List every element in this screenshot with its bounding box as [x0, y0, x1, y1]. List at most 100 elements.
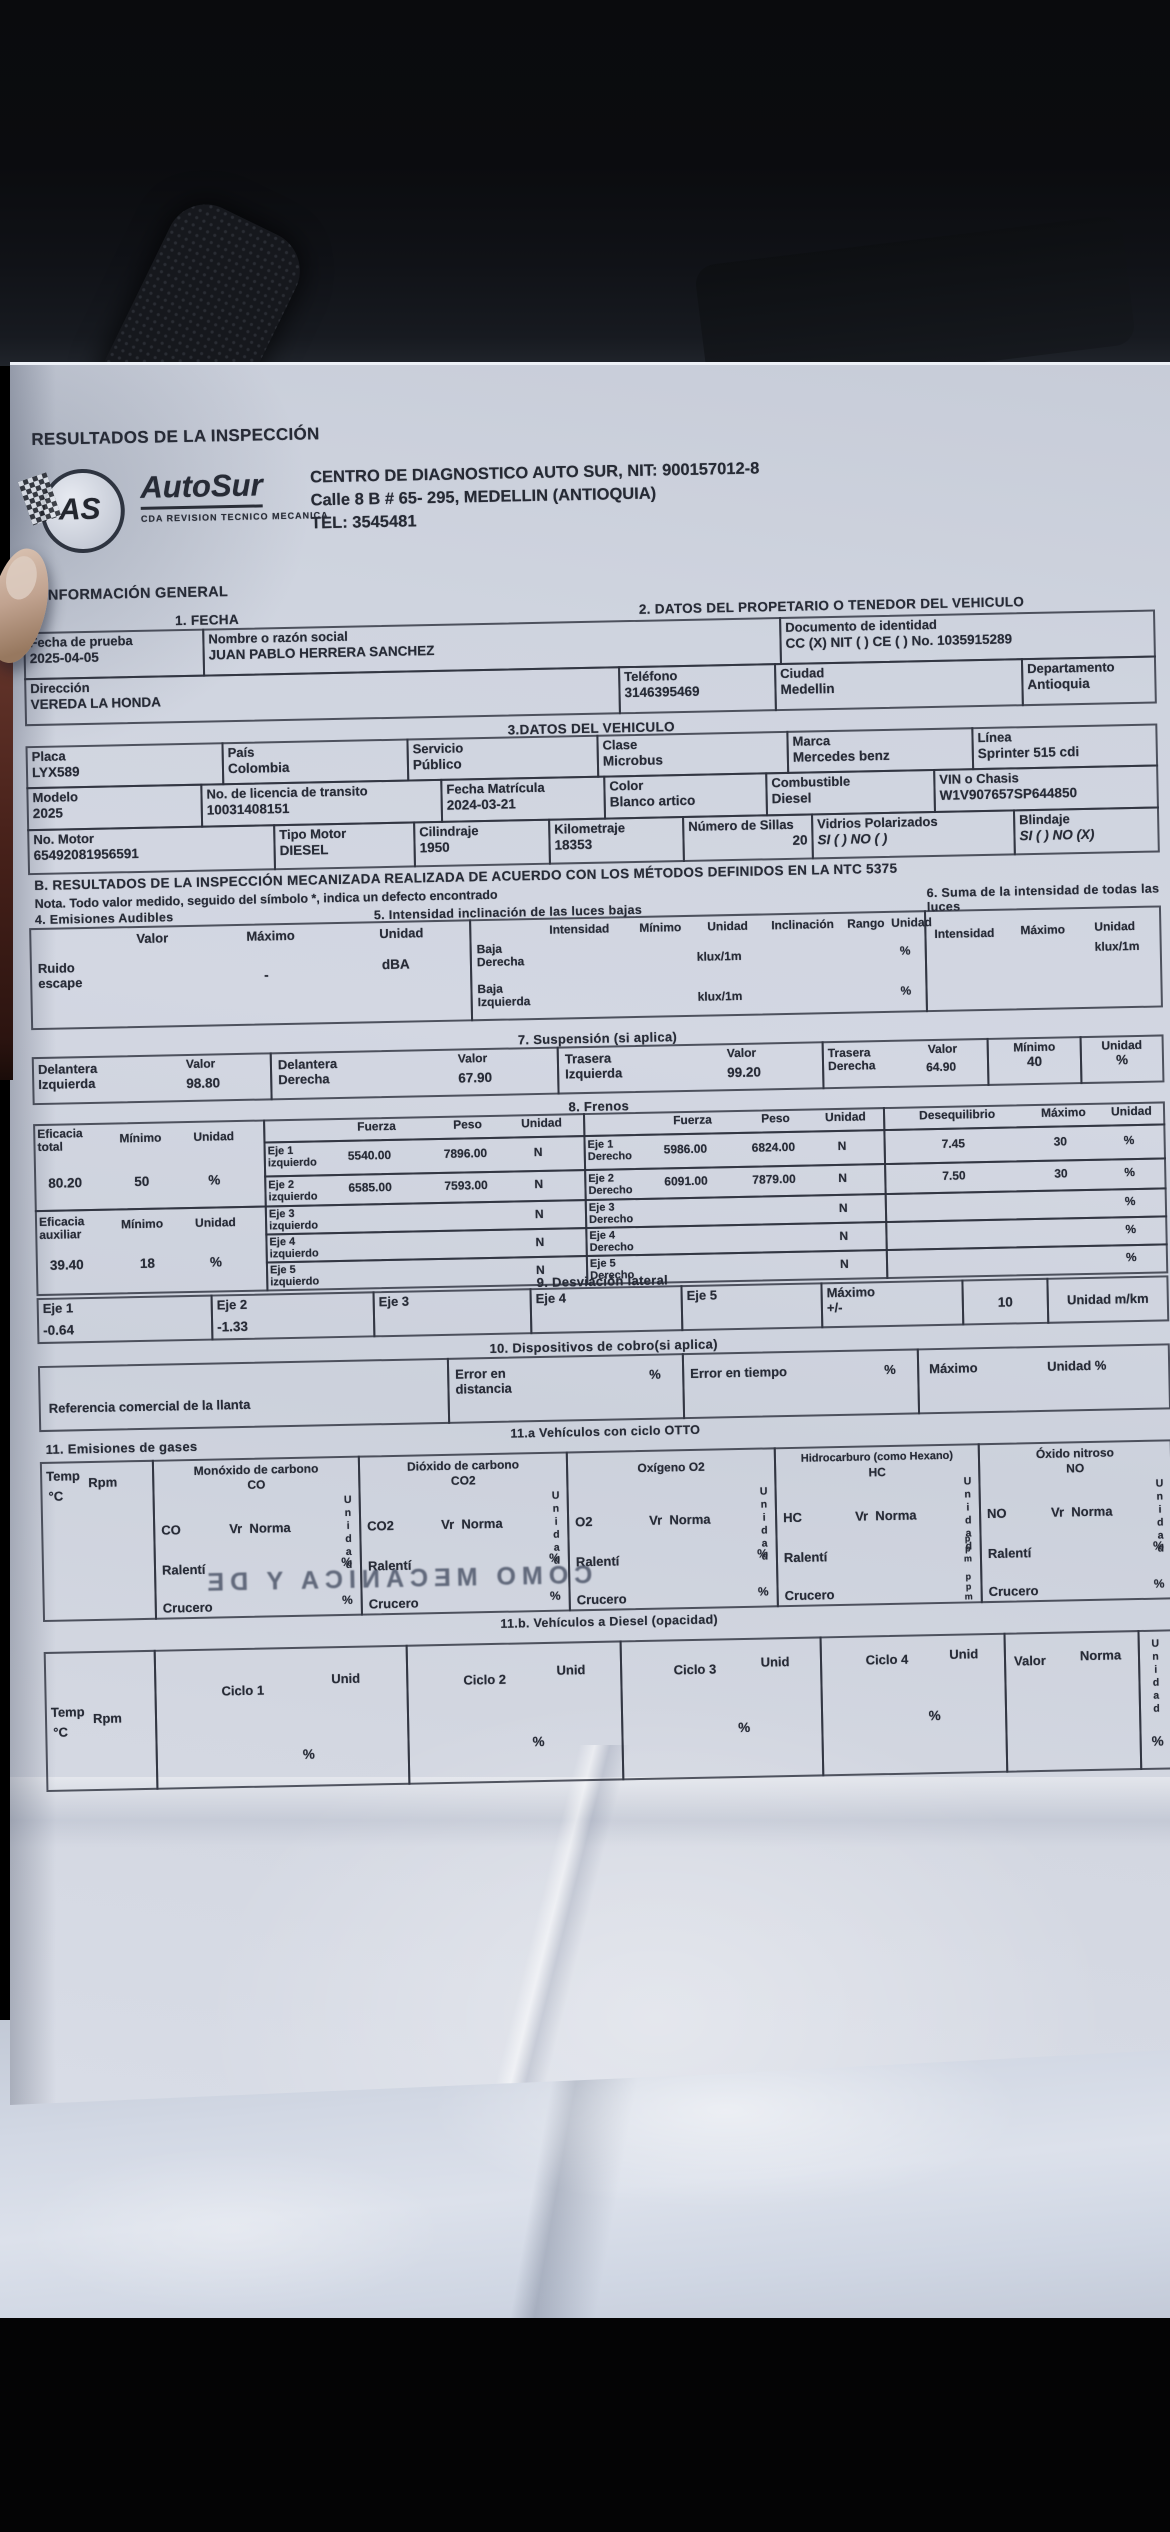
- chg-ref-label: Referencia comercial de la llanta: [48, 1396, 251, 1416]
- otto-deg-label: °C: [48, 1488, 64, 1504]
- inspection-paper: RESULTADOS DE LA INSPECCIÓN AS AutoSur C…: [10, 362, 1170, 2105]
- hc-crucero-unit: ppm: [963, 1571, 974, 1602]
- co2-formula: CO2: [367, 1517, 395, 1534]
- axle2-lp: 7593.00: [444, 1178, 488, 1193]
- lights-col-unidad: Unidad: [707, 918, 749, 934]
- lights-col-rango: Rango: [847, 916, 885, 931]
- col-unidad-left: Unidad: [521, 1115, 562, 1131]
- field-departamento: Departamento Antioquia: [1020, 655, 1157, 707]
- chg-time: Error en tiempo %: [681, 1348, 921, 1420]
- lights-col-inclinacion: Inclinación: [771, 917, 835, 933]
- color-value: Blanco artico: [609, 792, 696, 810]
- dev-max-value-cell: 10: [961, 1277, 1050, 1326]
- ciclo3-pct: %: [738, 1719, 751, 1736]
- field-modelo: Modelo 2025: [26, 783, 204, 832]
- dev-eje5-label: Eje 5: [686, 1287, 718, 1304]
- diesel-valor-label: Valor: [1013, 1652, 1046, 1669]
- chg-max: Máximo Unidad %: [916, 1343, 1170, 1415]
- audible-row-l1: Ruido: [37, 960, 75, 976]
- o2-ralenti-unit: %: [757, 1546, 768, 1561]
- kilometraje-value: 18353: [554, 836, 593, 853]
- lightsum-col-intensidad: Intensidad: [934, 925, 995, 941]
- axle3-right-label: Eje 3 Derecho: [588, 1201, 634, 1227]
- dev-eje4-label: Eje 4: [535, 1290, 567, 1307]
- axle2-dm: 30: [1054, 1166, 1068, 1181]
- co2-vr-norma: Vr Norma: [441, 1515, 503, 1533]
- lights-row1-label: Baja Derecha: [477, 942, 525, 970]
- sectionA-title: A.INFORMACIÓN GENERAL: [28, 584, 229, 605]
- lights-row2-unit2: %: [900, 983, 912, 998]
- axle2-left-label: Eje 2 izquierdo: [268, 1178, 318, 1204]
- lights-row2-l1: Baja: [477, 981, 503, 997]
- placa-value: LYX589: [31, 763, 80, 780]
- chg-uni-label: Unidad %: [1046, 1357, 1107, 1374]
- diesel-ciclo2-col: Ciclo 2 Unid %: [405, 1640, 625, 1785]
- axle1-dm: 30: [1053, 1134, 1068, 1149]
- audible-col-unidad: Unidad: [379, 925, 424, 942]
- axle4-ru: N: [839, 1228, 849, 1243]
- servicio-value: Público: [412, 756, 462, 772]
- axle1-lf: 5540.00: [347, 1147, 392, 1163]
- chg-dist: Error en distancia %: [446, 1353, 686, 1424]
- lights-row1-unit2: %: [899, 943, 911, 958]
- susp3-valor-label: Valor: [726, 1045, 757, 1061]
- efa-min-label: Mínimo: [120, 1216, 164, 1232]
- susp4-label: Trasera Derecha: [827, 1045, 876, 1074]
- eft-min-value: 50: [134, 1173, 150, 1190]
- axle2-d: 7.50: [942, 1168, 966, 1183]
- thumbnail-nail: [1, 553, 41, 603]
- no-ralenti-unit: %: [1152, 1538, 1164, 1553]
- col-maximo-deseq: Máximo: [1040, 1105, 1086, 1120]
- modelo-value: 2025: [32, 805, 64, 821]
- co-crucero-unit: %: [341, 1592, 353, 1608]
- dev-eje2-value: -1.33: [217, 1318, 249, 1335]
- matricula-value: 2024-03-21: [446, 795, 516, 813]
- susp4-value: 64.90: [925, 1059, 957, 1075]
- axle2-lf: 6585.00: [348, 1179, 392, 1195]
- susp1-value: 98.80: [186, 1075, 221, 1092]
- susp-min-value: 40: [1026, 1054, 1043, 1070]
- field-ciudad: Ciudad Medellin: [773, 658, 1024, 712]
- axle1-lp: 7896.00: [443, 1146, 488, 1161]
- co-name2: CO: [247, 1477, 266, 1492]
- audible-unidad-value: dBA: [381, 956, 410, 973]
- field-pais: País Colombia: [221, 738, 410, 786]
- lights-row1-unit1: klux/1m: [696, 948, 742, 964]
- eft-value: 80.20: [48, 1175, 83, 1191]
- dev-eje1-value: -0.64: [43, 1321, 75, 1338]
- paper-crease: [340, 1745, 760, 2105]
- field-kilometraje: Kilometraje 18353: [548, 816, 685, 865]
- vidrios-value: SI ( ) NO ( ): [817, 830, 888, 847]
- ciclo2-pct: %: [532, 1733, 545, 1750]
- field-sillas: Número de Sillas 20: [682, 813, 814, 863]
- sillas-label: Número de Sillas: [688, 816, 794, 834]
- hc-ralenti-unit: ppm: [962, 1533, 974, 1564]
- dev-eje5: Eje 5: [680, 1282, 824, 1332]
- dev-eje3: Eje 3: [372, 1288, 533, 1338]
- no-name2: NO: [1066, 1461, 1085, 1476]
- susp2-valor-label: Valor: [457, 1051, 488, 1066]
- ciclo2-unid: Unid: [556, 1662, 586, 1678]
- axle3-du: %: [1124, 1194, 1136, 1209]
- diesel-ciclo4-col: Ciclo 4 Unid %: [819, 1632, 1009, 1777]
- susp-del-der: Delantera Derecha Valor 67.90: [269, 1046, 560, 1101]
- co2-crucero: Crucero: [368, 1595, 419, 1612]
- field-blindaje: Blindaje SI ( ) NO (X): [1012, 806, 1160, 856]
- co2-name2: CO2: [450, 1473, 476, 1488]
- lights-sum-table: Intensidad Máximo Unidad klux/1m: [923, 905, 1163, 1013]
- brakes-eficacia-total: Eficacia total Mínimo Unidad 80.20 50 %: [33, 1119, 267, 1213]
- axle2-lu: N: [534, 1176, 544, 1192]
- axle1-rp: 6824.00: [751, 1139, 796, 1155]
- susp1-valor-label: Valor: [185, 1056, 216, 1072]
- bottom-black-area: [0, 2318, 1170, 2532]
- axle1-ru: N: [837, 1138, 847, 1153]
- eft-label: Eficacia total: [37, 1126, 83, 1155]
- col-unidad-deseq: Unidad: [1110, 1103, 1152, 1119]
- diesel-norma-label: Norma: [1079, 1647, 1122, 1664]
- col-peso-left: Peso: [453, 1117, 482, 1132]
- susp2-label: Delantera Derecha: [277, 1056, 338, 1087]
- axle4-lu: N: [535, 1234, 545, 1250]
- hc-ralenti: Ralentí: [783, 1549, 828, 1566]
- no-vr-norma: Vr Norma: [1050, 1503, 1113, 1520]
- dev-eje1-label: Eje 1: [42, 1300, 74, 1316]
